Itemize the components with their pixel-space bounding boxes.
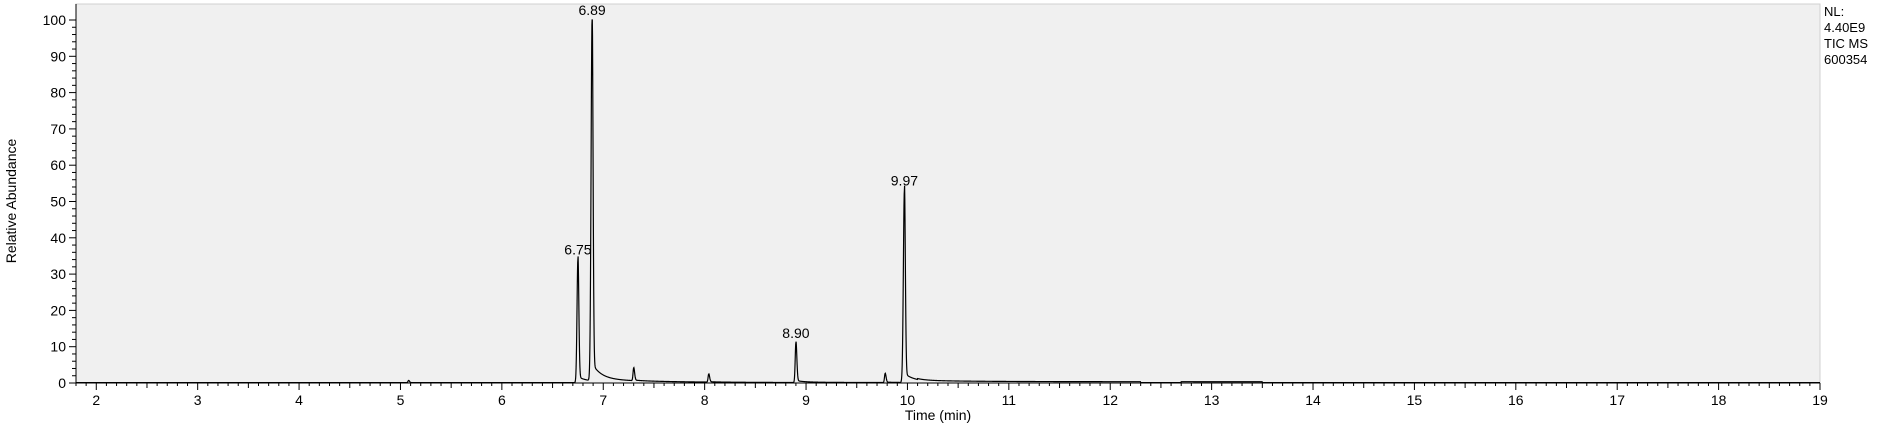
x-tick-label: 15 [1407,392,1423,408]
x-tick-label: 13 [1204,392,1220,408]
y-tick-label: 20 [50,302,66,318]
y-tick-label: 50 [50,194,66,210]
file-id: 600354 [1824,52,1868,67]
y-tick-label: 60 [50,157,66,173]
x-tick-label: 8 [701,392,709,408]
y-tick-label: 70 [50,121,66,137]
y-tick-label: 0 [58,375,66,391]
x-tick-label: 4 [295,392,303,408]
y-axis: 0 10 20 30 40 50 60 70 80 90 100 [43,4,77,391]
x-tick-label: 6 [498,392,506,408]
x-tick-label: 18 [1711,392,1727,408]
x-tick-label: 11 [1002,392,1017,408]
peak-label: 9.97 [891,173,918,189]
y-tick-label: 100 [43,12,67,28]
trace-type: TIC MS [1824,36,1869,51]
x-tick-label: 2 [92,392,100,408]
y-axis-title: Relative Abundance [3,139,19,264]
y-tick-label: 80 [50,85,66,101]
x-axis-title: Time (min) [905,407,971,423]
x-tick-label: 7 [599,392,607,408]
y-tick-label: 10 [50,339,66,355]
x-tick-label: 3 [194,392,202,408]
x-axis: 2 3 4 5 6 7 8 9 10 11 12 13 14 15 16 17 18 19 [75,382,1828,408]
x-tick-label: 19 [1812,392,1828,408]
x-tick-label: 5 [397,392,405,408]
nl-value: 4.40E9 [1824,20,1866,35]
y-tick-label: 40 [50,230,66,246]
peak-label: 8.90 [782,325,809,341]
nl-label: NL: [1824,4,1845,19]
x-tick-label: 9 [802,392,810,408]
peak-labels: 6.75 6.89 8.90 9.97 [564,2,918,341]
y-tick-label: 30 [50,266,66,282]
acquisition-info: NL: 4.40E9 TIC MS 600354 [1824,4,1868,68]
peak-label: 6.75 [564,242,591,258]
plot-area [75,3,1821,384]
x-tick-label: 16 [1508,392,1524,408]
x-tick-label: 17 [1609,392,1625,408]
peak-label: 6.89 [578,2,605,18]
x-tick-label: 10 [900,392,916,408]
x-tick-label: 12 [1102,392,1118,408]
chromatogram-trace [76,19,1820,384]
y-tick-label: 90 [50,48,66,64]
x-tick-label: 14 [1305,392,1321,408]
